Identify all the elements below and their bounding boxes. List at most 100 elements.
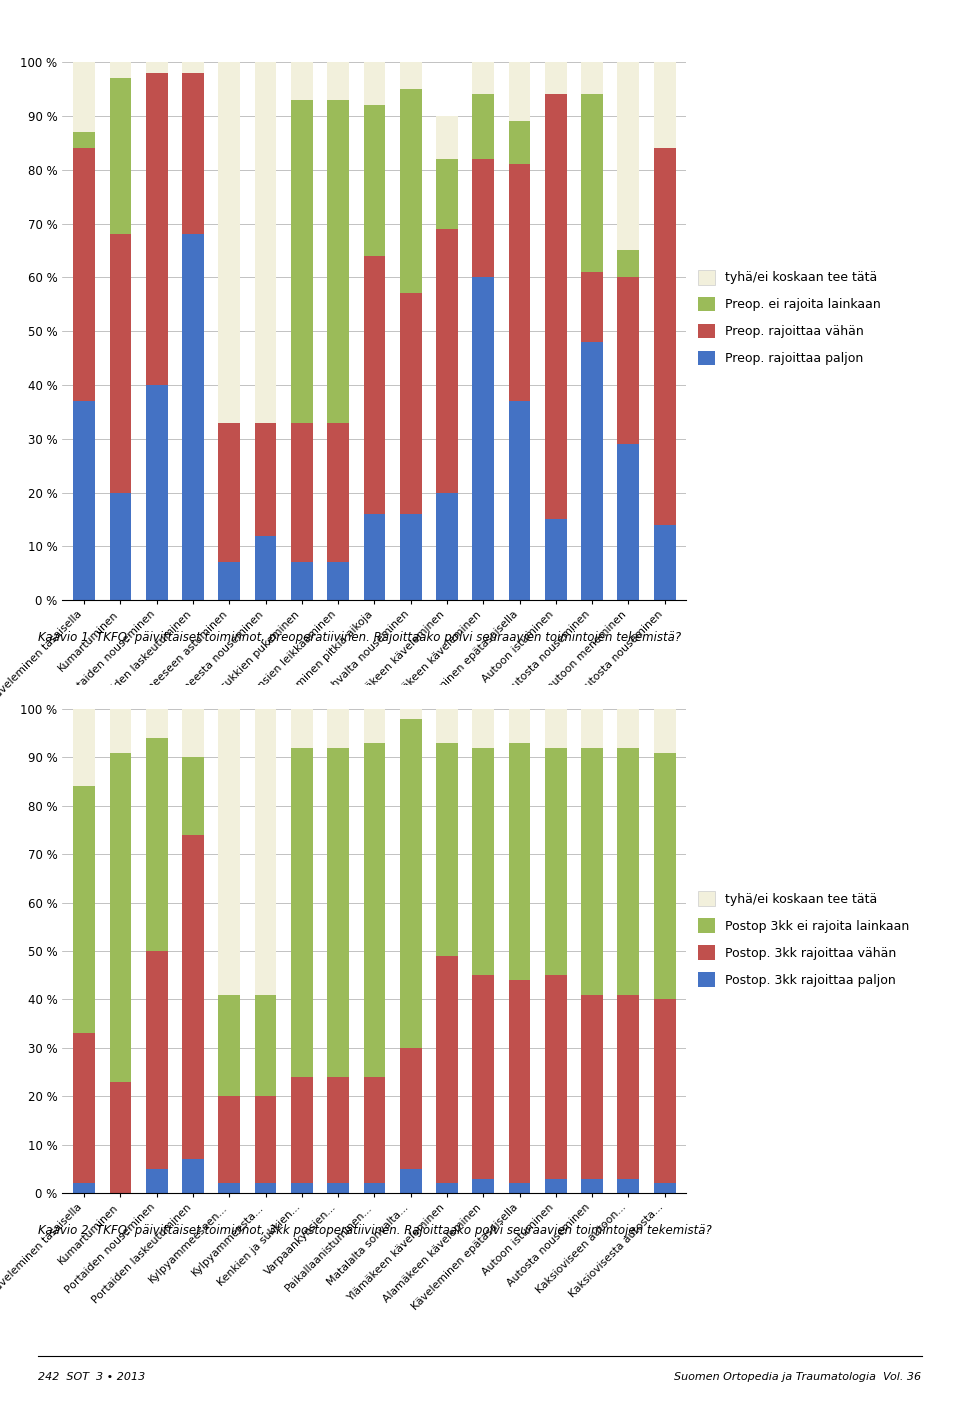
Bar xyxy=(146,385,168,600)
Bar xyxy=(182,62,204,73)
Bar xyxy=(291,748,313,1077)
Bar xyxy=(254,1096,276,1183)
Bar xyxy=(364,106,385,256)
Bar xyxy=(509,401,530,600)
Bar xyxy=(219,562,240,600)
Bar xyxy=(545,976,566,1179)
Bar xyxy=(509,121,530,164)
Bar xyxy=(146,952,168,1169)
Bar xyxy=(364,514,385,600)
Bar xyxy=(581,1179,603,1193)
Bar xyxy=(399,514,421,600)
Bar xyxy=(146,62,168,73)
Bar xyxy=(327,709,349,748)
Bar xyxy=(327,1183,349,1193)
Bar xyxy=(364,709,385,743)
Bar xyxy=(364,1183,385,1193)
Bar xyxy=(654,62,676,148)
Bar xyxy=(399,709,421,719)
Bar xyxy=(436,956,458,1183)
Bar xyxy=(436,493,458,600)
Bar xyxy=(617,1179,639,1193)
Bar xyxy=(509,164,530,401)
Bar xyxy=(291,709,313,748)
Bar xyxy=(399,89,421,294)
Bar xyxy=(364,743,385,1077)
Bar xyxy=(472,748,494,976)
Bar xyxy=(399,1048,421,1169)
Bar xyxy=(182,1159,204,1193)
Bar xyxy=(146,709,168,738)
Bar xyxy=(399,294,421,514)
Bar xyxy=(182,73,204,234)
Bar xyxy=(509,980,530,1183)
Bar xyxy=(291,422,313,562)
Bar xyxy=(146,1169,168,1193)
Bar xyxy=(73,1034,95,1183)
Bar xyxy=(146,73,168,385)
Bar xyxy=(399,62,421,89)
Text: Kaavio 1. TKFQ; päivittäiset toiminnot, preoperatiivinen. Rajoittaako polvi seur: Kaavio 1. TKFQ; päivittäiset toiminnot, … xyxy=(38,631,682,644)
Bar xyxy=(654,1183,676,1193)
Bar xyxy=(254,62,276,422)
Bar xyxy=(581,994,603,1179)
Bar xyxy=(581,748,603,994)
Bar xyxy=(364,62,385,106)
Bar xyxy=(327,1077,349,1183)
Bar xyxy=(327,62,349,100)
Bar xyxy=(545,62,566,95)
Bar xyxy=(581,62,603,95)
Bar xyxy=(73,1183,95,1193)
Bar xyxy=(654,1000,676,1183)
Bar xyxy=(472,62,494,95)
Bar xyxy=(109,753,132,1082)
Bar xyxy=(654,148,676,525)
Bar xyxy=(436,709,458,743)
Bar xyxy=(436,743,458,956)
Bar xyxy=(364,256,385,514)
Text: Kaavio 2. TKFQ; päivittäiset toiminnot, 3kk postoperatiivinen. Rajoittaako polvi: Kaavio 2. TKFQ; päivittäiset toiminnot, … xyxy=(38,1224,712,1237)
Bar xyxy=(73,786,95,1034)
Bar xyxy=(545,520,566,600)
Bar xyxy=(436,116,458,160)
Bar xyxy=(364,1077,385,1183)
Bar xyxy=(509,62,530,121)
Bar xyxy=(254,709,276,994)
Bar xyxy=(399,1169,421,1193)
Bar xyxy=(291,100,313,422)
Bar xyxy=(617,445,639,600)
Bar xyxy=(182,234,204,600)
Legend: tyhä/ei koskaan tee tätä, Postop 3kk ei rajoita lainkaan, Postop. 3kk rajoittaa : tyhä/ei koskaan tee tätä, Postop 3kk ei … xyxy=(693,887,914,991)
Bar xyxy=(509,1183,530,1193)
Bar xyxy=(291,62,313,100)
Bar xyxy=(182,709,204,757)
Bar xyxy=(654,525,676,600)
Bar xyxy=(617,277,639,445)
Bar xyxy=(581,342,603,600)
Bar xyxy=(617,748,639,994)
Bar xyxy=(109,1082,132,1193)
Bar xyxy=(291,562,313,600)
Bar xyxy=(254,535,276,600)
Bar xyxy=(545,709,566,748)
Bar xyxy=(327,100,349,422)
Bar xyxy=(654,753,676,1000)
Bar xyxy=(545,95,566,520)
Bar xyxy=(109,709,132,753)
Bar xyxy=(472,1179,494,1193)
Bar xyxy=(617,709,639,748)
Bar xyxy=(73,133,95,148)
Bar xyxy=(73,62,95,133)
Bar xyxy=(509,709,530,743)
Bar xyxy=(436,229,458,493)
Bar xyxy=(472,709,494,748)
Bar xyxy=(617,994,639,1179)
Bar xyxy=(472,160,494,277)
Bar xyxy=(73,709,95,786)
Bar xyxy=(109,493,132,600)
Bar xyxy=(472,976,494,1179)
Bar xyxy=(182,834,204,1159)
Bar xyxy=(581,709,603,748)
Bar xyxy=(472,95,494,160)
Bar xyxy=(545,748,566,976)
